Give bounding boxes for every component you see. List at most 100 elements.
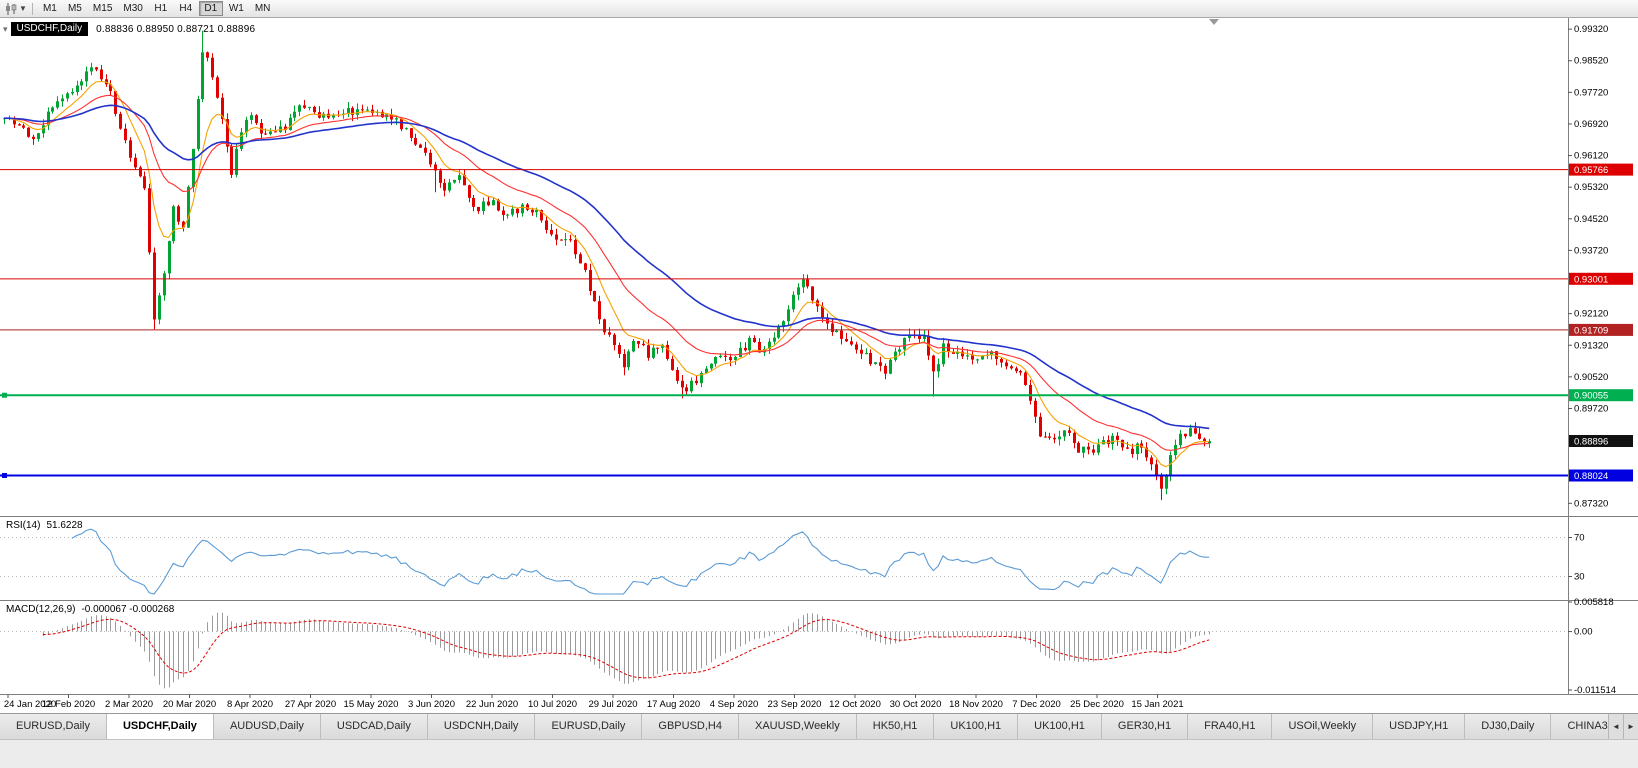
price-axis-label: 0.98520	[1574, 56, 1608, 67]
chart-tab-usoil-weekly[interactable]: USOil,Weekly	[1272, 714, 1374, 739]
date-axis-label: 15 Jan 2021	[1131, 699, 1183, 710]
chart-tab-usdcad-daily[interactable]: USDCAD,Daily	[320, 714, 428, 739]
date-axis-label: 27 Apr 2020	[285, 699, 336, 710]
chart-tab-usdchf-daily[interactable]: USDCHF,Daily	[106, 714, 214, 739]
chart-ohlc-values: 0.88836 0.88950 0.88721 0.88896	[96, 23, 256, 35]
timeframe-button-d1[interactable]: D1	[198, 1, 223, 16]
tab-scroll-buttons: ◄ ►	[1608, 713, 1638, 739]
rsi-axis-label: 70	[1574, 533, 1585, 544]
price-axis-label: 0.96920	[1574, 119, 1608, 130]
timeframe-button-h4[interactable]: H4	[179, 3, 193, 14]
date-axis-label: 23 Sep 2020	[768, 699, 822, 710]
candlestick-glyph	[5, 2, 16, 15]
timeframe-buttons: M1 M5 M15 M30 H1 H4 D1 W1 MN	[38, 1, 275, 16]
price-axis-label: 0.89720	[1574, 403, 1608, 414]
chart-window[interactable]: 0.99320 0.98520 0.97720 0.96920 0.96120 0.953…	[0, 18, 1638, 713]
price-axis-label: 0.87320	[1574, 498, 1608, 509]
price-badge-0.88896: 0.88896	[1569, 435, 1633, 448]
timeframe-button-h1[interactable]: H1	[154, 3, 168, 14]
ma-medium-line	[4, 94, 1210, 451]
svg-text:0.88896: 0.88896	[1574, 437, 1608, 448]
macd-panel-label: MACD(12,26,9) -0.000067 -0.000268	[4, 604, 177, 615]
date-axis-label: 12 Oct 2020	[829, 699, 881, 710]
date-axis-label: 17 Aug 2020	[647, 699, 700, 710]
price-axis-label: 0.99320	[1574, 24, 1608, 35]
hline-handle[interactable]	[2, 392, 7, 398]
rsi-line	[71, 528, 1210, 595]
chart-tab-ger30-h1[interactable]: GER30,H1	[1101, 714, 1189, 739]
date-axis-label: 29 Jul 2020	[588, 699, 637, 710]
timeframe-button-mn[interactable]: MN	[254, 3, 271, 14]
tab-scroll-left-icon[interactable]: ◄	[1608, 713, 1623, 739]
rsi-axis-label: 30	[1574, 572, 1585, 583]
rsi-panel-label: RSI(14) 51.6228	[4, 520, 85, 531]
macd-axis-label: 0.00	[1574, 627, 1593, 638]
svg-text:0.88024: 0.88024	[1574, 471, 1608, 482]
macd-axis-label: -0.011514	[1574, 685, 1616, 696]
svg-text:0.90055: 0.90055	[1574, 391, 1608, 402]
chart-canvas[interactable]: 0.99320 0.98520 0.97720 0.96920 0.96120 0.953…	[0, 18, 1638, 713]
chart-tab-gbpusd-h4[interactable]: GBPUSD,H4	[642, 714, 739, 739]
date-axis-label: 8 Apr 2020	[227, 699, 273, 710]
timeframe-button-m30[interactable]: M30	[123, 3, 143, 14]
chart-titlebar: ▾ USDCHF,Daily 0.88836 0.88950 0.88721 0…	[3, 22, 255, 36]
chart-tab-usdcnh-daily[interactable]: USDCNH,Daily	[427, 714, 536, 739]
price-badge-0.91709: 0.91709	[1569, 323, 1633, 336]
macd-axis-label: 0.005818	[1574, 597, 1614, 608]
chevron-down-icon[interactable]: ▼	[19, 4, 27, 13]
date-axis-label: 15 May 2020	[344, 699, 399, 710]
chart-tab-hk50-h1[interactable]: HK50,H1	[856, 714, 935, 739]
chart-tab-uk100-h1[interactable]: UK100,H1	[1018, 714, 1102, 739]
date-axis-label: 7 Dec 2020	[1012, 699, 1061, 710]
status-bar	[0, 739, 1638, 768]
chart-tab-audusd-daily[interactable]: AUDUSD,Daily	[213, 714, 321, 739]
date-axis-label: 2 Mar 2020	[105, 699, 153, 710]
hline-handle[interactable]	[2, 472, 7, 478]
timeframe-button-w1[interactable]: W1	[228, 3, 244, 14]
date-axis-label: 30 Oct 2020	[890, 699, 942, 710]
date-axis-label: 25 Dec 2020	[1070, 699, 1124, 710]
price-badge-0.93001: 0.93001	[1569, 272, 1633, 285]
svg-text:0.95766: 0.95766	[1574, 165, 1608, 176]
timeframe-button-m15[interactable]: M15	[92, 3, 113, 14]
svg-text:0.91709: 0.91709	[1574, 325, 1608, 336]
ma-slow-line	[4, 104, 1210, 430]
chart-tab-uk100-h1[interactable]: UK100,H1	[934, 714, 1019, 739]
date-axis-label: 4 Sep 2020	[710, 699, 759, 710]
price-axis-label: 0.92120	[1574, 309, 1608, 320]
chart-type-icon[interactable]	[3, 2, 19, 15]
timeframe-button-m1[interactable]: M1	[42, 3, 57, 14]
macd-signal-line	[42, 618, 1210, 679]
price-badge-0.88024: 0.88024	[1569, 469, 1633, 482]
one-click-trading-arrow-icon[interactable]: ▾	[3, 23, 8, 34]
price-axis-label: 0.95320	[1574, 182, 1608, 193]
ma-fast-line	[4, 80, 1210, 468]
price-badge-0.90055: 0.90055	[1569, 389, 1633, 402]
macd-histogram-layer	[43, 612, 1210, 689]
date-axis-label: 24 Jan 2020	[4, 699, 56, 710]
timeframe-button-m5[interactable]: M5	[67, 3, 82, 14]
price-badge-0.95766: 0.95766	[1569, 163, 1633, 176]
date-axis-label: 22 Jun 2020	[466, 699, 518, 710]
price-axis-label: 0.90520	[1574, 372, 1608, 383]
chart-shift-marker[interactable]	[1209, 19, 1219, 25]
macd-values: -0.000067 -0.000268	[81, 604, 175, 615]
rsi-title: RSI(14)	[6, 520, 41, 531]
price-axis-label: 0.91320	[1574, 340, 1608, 351]
price-axis-label: 0.97720	[1574, 87, 1608, 98]
date-axis-label: 20 Mar 2020	[163, 699, 216, 710]
toolbar-separator	[31, 2, 33, 15]
rsi-value: 51.6228	[46, 520, 83, 531]
chart-tab-eurusd-daily[interactable]: EURUSD,Daily	[535, 714, 643, 739]
chart-tab-xauusd-weekly[interactable]: XAUUSD,Weekly	[738, 714, 857, 739]
chart-tabs-bar: EURUSD,Daily USDCHF,Daily AUDUSD,Daily USDC…	[0, 713, 1638, 739]
tab-scroll-right-icon[interactable]: ►	[1623, 713, 1638, 739]
price-axis-label: 0.94520	[1574, 214, 1608, 225]
chart-tab-eurusd-daily[interactable]: EURUSD,Daily	[0, 714, 107, 739]
chart-tab-usdjpy-h1[interactable]: USDJPY,H1	[1373, 714, 1466, 739]
date-axis-label: 12 Feb 2020	[42, 699, 95, 710]
macd-title: MACD(12,26,9)	[6, 604, 76, 615]
chart-tab-fra40-h1[interactable]: FRA40,H1	[1188, 714, 1273, 739]
chart-tab-dj30-daily[interactable]: DJ30,Daily	[1465, 714, 1552, 739]
candle-bodies-layer	[3, 52, 1211, 489]
